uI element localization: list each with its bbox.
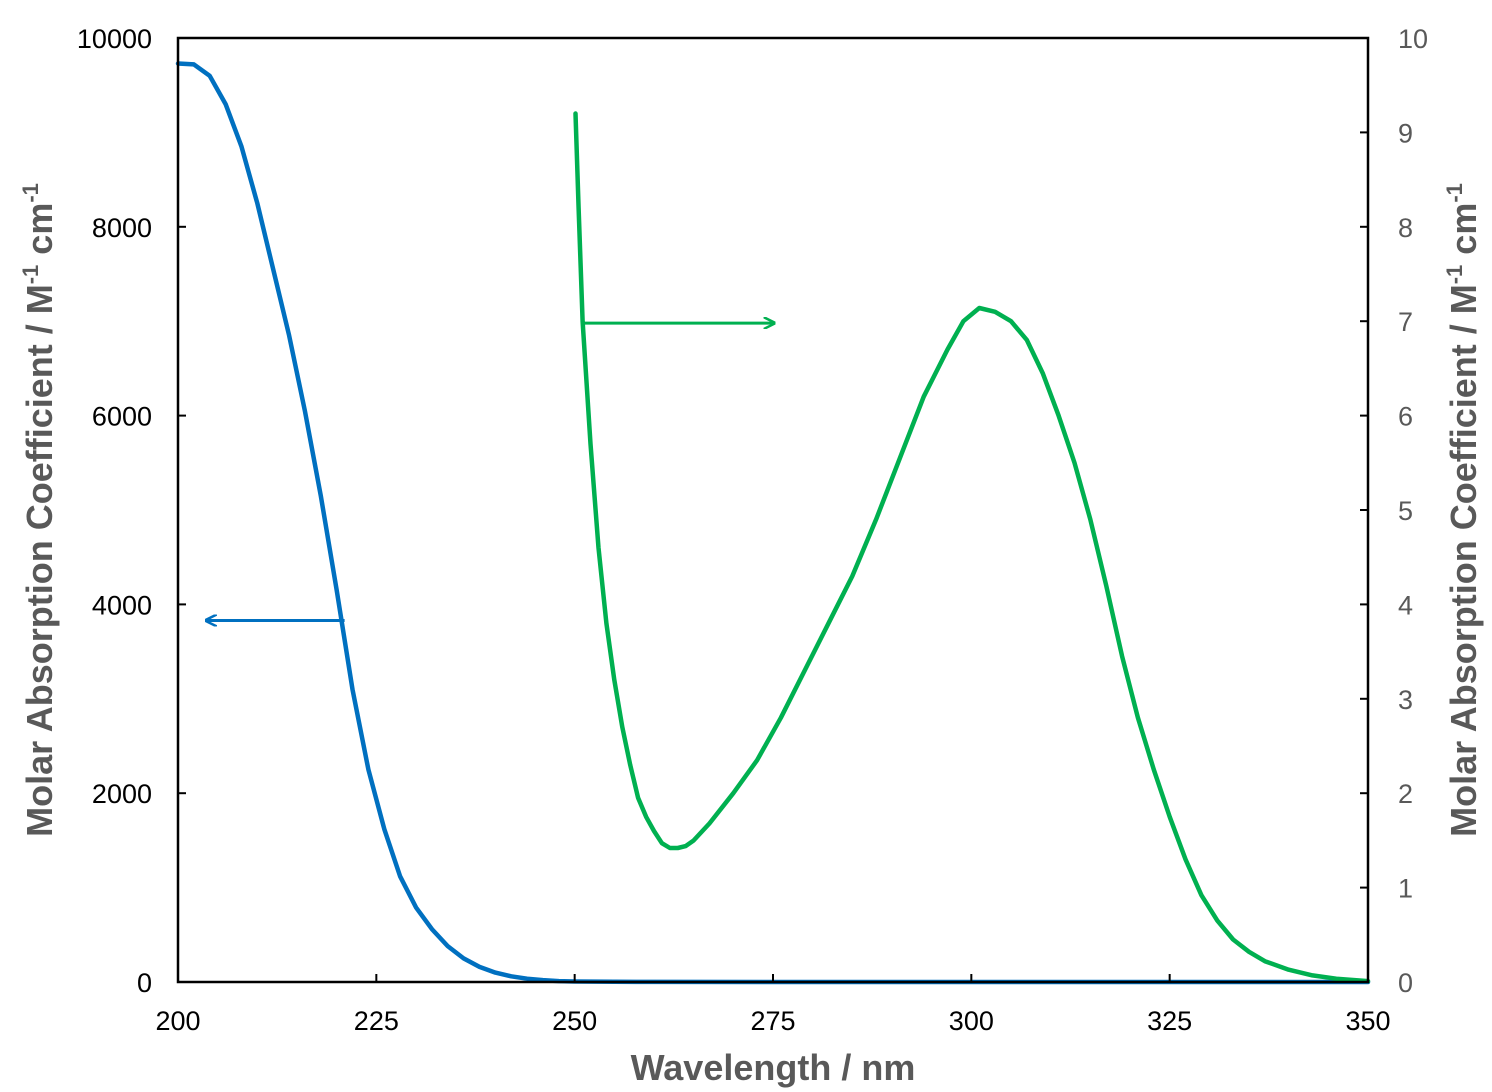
x-tick-label: 225 <box>354 1006 399 1036</box>
y-axis-right: 0 1 2 3 4 5 6 7 8 9 10 <box>1360 24 1428 998</box>
y2-tick-label: 7 <box>1398 307 1413 337</box>
annotation-layer <box>206 323 775 620</box>
x-axis-title: Wavelength / nm <box>631 1047 916 1088</box>
y-axis-left-title: Molar Absorption Coefficient / M-1 cm-1 <box>18 183 60 837</box>
y-tick-label: 8000 <box>92 213 152 243</box>
y-tick-label: 2000 <box>92 779 152 809</box>
y-tick-label: 10000 <box>77 24 152 54</box>
x-axis: 200 225 250 275 300 325 350 <box>155 974 1391 1036</box>
x-tick-label: 325 <box>1147 1006 1192 1036</box>
y2-tick-label: 1 <box>1398 874 1413 904</box>
y2-tick-label: 3 <box>1398 685 1413 715</box>
y-tick-label: 4000 <box>92 590 152 620</box>
y2-tick-label: 8 <box>1398 213 1413 243</box>
y2-tick-label: 4 <box>1398 590 1413 620</box>
y-tick-label: 0 <box>137 968 152 998</box>
y2-tick-label: 9 <box>1398 118 1413 148</box>
y2-tick-label: 6 <box>1398 402 1413 432</box>
y-tick-label: 6000 <box>92 402 152 432</box>
x-tick-label: 300 <box>949 1006 994 1036</box>
y-axis-right-title: Molar Absorption Coefficient / M-1 cm-1 <box>1442 183 1484 837</box>
y2-tick-label: 5 <box>1398 496 1413 526</box>
y2-tick-label: 10 <box>1398 24 1428 54</box>
series-line-left-axis <box>175 61 1371 985</box>
series-line-right-axis <box>573 111 1371 984</box>
x-tick-label: 275 <box>750 1006 795 1036</box>
y2-tick-label: 2 <box>1398 779 1413 809</box>
x-tick-label: 200 <box>155 1006 200 1036</box>
series-layer <box>175 61 1371 985</box>
plot-frame <box>176 36 1370 984</box>
x-tick-label: 250 <box>552 1006 597 1036</box>
x-tick-label: 350 <box>1345 1006 1390 1036</box>
y2-tick-label: 0 <box>1398 968 1413 998</box>
y-axis-left: 0 2000 4000 6000 8000 10000 <box>77 24 186 998</box>
